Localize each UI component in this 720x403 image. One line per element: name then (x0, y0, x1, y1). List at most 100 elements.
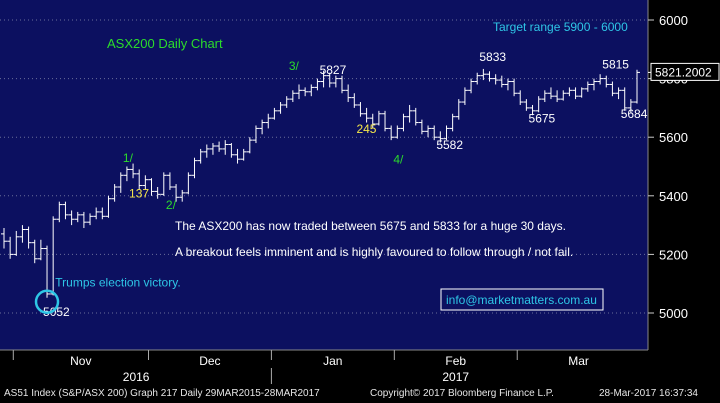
annotation-6: 4/ (393, 153, 404, 167)
ohlc-bar-2016-11-15 (74, 211, 81, 223)
ohlc-bar-2017-01-13 (320, 70, 327, 88)
ohlc-bar-2017-03-20 (597, 74, 604, 85)
ohlc-bar-2017-02-01 (394, 125, 401, 139)
x-month-label-nov: Nov (70, 354, 91, 368)
ohlc-bar-2016-11-11 (62, 201, 69, 220)
ohlc-bar-2016-11-07 (37, 239, 44, 261)
commentary-line-1: The ASX200 has now traded between 5675 a… (175, 219, 566, 233)
ohlc-bar-2016-11-30 (142, 175, 149, 190)
annotation-4: 5827 (320, 63, 347, 77)
ohlc-bar-2016-11-25 (123, 166, 130, 182)
target-range-label: Target range 5900 - 6000 (493, 20, 628, 34)
ohlc-bar-2017-02-02 (400, 113, 407, 132)
annotation-9: 5675 (529, 112, 556, 126)
footer-bar: AS51 Index (S&P/ASX 200) Graph 217 Daily… (0, 384, 720, 403)
ohlc-bar-2017-03-10 (560, 90, 567, 101)
chart-title: ASX200 Daily Chart (107, 36, 223, 51)
ohlc-bar-2017-01-10 (302, 87, 309, 97)
ohlc-bar-2016-11-10 (56, 201, 63, 223)
ohlc-bar-2017-02-07 (418, 119, 425, 135)
annotation-10: 5815 (602, 57, 629, 71)
ohlc-bar-2016-11-24 (117, 172, 124, 193)
ohlc-bar-2017-01-05 (283, 96, 290, 108)
ohlc-bar-2017-01-31 (388, 125, 395, 141)
ohlc-bar-2017-03-16 (584, 81, 591, 92)
ohlc-bar-2017-02-15 (455, 99, 462, 120)
ohlc-bar-2017-02-20 (474, 72, 481, 85)
ohlc-bar-2016-12-05 (160, 172, 167, 196)
ohlc-bar-2017-01-16 (326, 72, 333, 88)
ohlc-bar-2017-03-17 (590, 78, 597, 91)
ohlc-bar-2017-02-14 (449, 113, 456, 132)
x-axis: Nov Dec Jan Feb Mar 2016 2017 (0, 349, 720, 384)
x-month-label-mar: Mar (568, 354, 589, 368)
ohlc-bar-2016-10-31 (7, 236, 14, 259)
ohlc-bar-2017-03-14 (572, 87, 579, 100)
ohlc-bar-2017-03-09 (554, 90, 561, 103)
ohlc-bar-2016-12-16 (216, 141, 223, 152)
ohlc-bar-2016-10-28 (1, 228, 7, 249)
annotation-0: 1/ (123, 151, 134, 165)
ohlc-bar-2017-01-17 (332, 75, 339, 88)
ohlc-bar-2017-02-24 (498, 75, 505, 88)
ohlc-bar-2017-02-23 (492, 74, 499, 85)
ohlc-bar-2017-03-02 (523, 99, 530, 111)
ohlc-bar-2017-03-01 (517, 90, 524, 105)
last-price-label: 5821.2002 (655, 65, 712, 79)
email-text[interactable]: info@marketmatters.com.au (446, 293, 597, 307)
ohlc-bar-2016-11-01 (13, 230, 20, 256)
x-year-label-2017: 2017 (442, 370, 469, 384)
ohlc-bar-2016-12-30 (265, 113, 272, 129)
annotation-3: 3/ (289, 59, 300, 73)
ohlc-bar-2017-01-20 (351, 93, 358, 108)
y-tick-label-5000: 5000 (659, 306, 688, 321)
ohlc-bar-2017-02-09 (431, 125, 438, 141)
ohlc-bar-2016-12-22 (240, 148, 247, 161)
annotation-7: 5582 (436, 138, 463, 152)
ohlc-bar-2017-01-25 (369, 113, 376, 129)
ohlc-bar-2017-03-23 (615, 87, 622, 100)
ohlc-bar-2016-11-03 (25, 226, 32, 249)
ohlc-bar-2017-03-06 (535, 96, 542, 113)
ohlc-bar-2017-03-24 (621, 87, 628, 111)
ohlc-bar-2017-01-06 (289, 90, 296, 103)
ohlc-bar-2017-03-13 (566, 87, 573, 97)
y-tick-label-5600: 5600 (659, 130, 688, 145)
ohlc-bar-2017-01-30 (382, 110, 389, 132)
y-axis: 500052005400560058006000 (647, 0, 720, 350)
email-box (440, 288, 604, 311)
ohlc-bar-2016-12-23 (246, 137, 253, 154)
ohlc-bar-2016-12-20 (228, 143, 235, 158)
ohlc-bar-2016-12-12 (191, 157, 198, 179)
ohlc-bar-2016-11-21 (99, 207, 106, 220)
ohlc-bar-2016-12-13 (197, 148, 204, 164)
ohlc-bar-2017-03-27 (627, 99, 634, 113)
x-month-label-feb: Feb (445, 354, 466, 368)
ohlc-bar-2017-02-22 (486, 71, 493, 82)
ohlc-bar-2016-12-08 (179, 189, 186, 202)
last-price-box (650, 62, 720, 81)
x-axis-panel (0, 350, 720, 384)
ohlc-bar-2016-12-19 (222, 140, 229, 155)
y-tick-label-5400: 5400 (659, 189, 688, 204)
ohlc-bar-2016-11-16 (80, 211, 87, 229)
ohlc-bar-2016-12-15 (209, 143, 216, 155)
ohlc-bar-2016-12-09 (185, 172, 192, 195)
x-month-label-dec: Dec (199, 354, 220, 368)
ohlc-bar-2017-01-27 (375, 110, 382, 126)
ohlc-bar-2016-12-07 (173, 184, 180, 202)
ohlc-bar-2017-02-06 (412, 107, 419, 126)
ohlc-bar-2016-12-14 (203, 144, 210, 158)
footer-copyright: Copyright© 2017 Bloomberg Finance L.P. (370, 388, 554, 399)
ohlc-bar-2016-11-17 (87, 213, 94, 226)
x-year-label-2016: 2016 (123, 370, 150, 384)
ohlc-bar-2016-11-22 (105, 195, 112, 218)
ohlc-bar-2016-11-18 (93, 207, 100, 220)
ohlc-bar-2017-01-11 (308, 84, 315, 97)
ohlc-bar-2016-12-21 (234, 148, 241, 164)
ohlc-bar-2016-12-29 (259, 119, 266, 135)
ohlc-bar-2017-01-09 (295, 84, 302, 100)
annotation-11: 5684 (621, 107, 648, 121)
y-axis-panel (648, 0, 720, 350)
